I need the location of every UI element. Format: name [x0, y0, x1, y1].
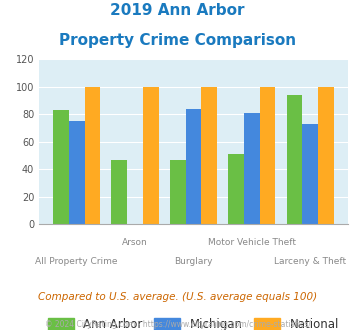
Bar: [143, 87, 159, 224]
Bar: [260, 87, 275, 224]
Text: © 2024 CityRating.com - https://www.cityrating.com/crime-statistics/: © 2024 CityRating.com - https://www.city…: [45, 320, 310, 329]
Bar: [228, 154, 244, 224]
Legend: Ann Arbor, Michigan, National: Ann Arbor, Michigan, National: [43, 313, 344, 330]
Text: Arson: Arson: [122, 238, 148, 247]
Bar: [302, 124, 318, 224]
Bar: [318, 87, 334, 224]
Bar: [84, 87, 100, 224]
Text: Larceny & Theft: Larceny & Theft: [274, 257, 346, 266]
Bar: [53, 110, 69, 224]
Text: Motor Vehicle Theft: Motor Vehicle Theft: [208, 238, 296, 247]
Text: Property Crime Comparison: Property Crime Comparison: [59, 33, 296, 48]
Bar: [170, 160, 186, 224]
Bar: [201, 87, 217, 224]
Text: Burglary: Burglary: [174, 257, 213, 266]
Bar: [244, 113, 260, 224]
Text: Compared to U.S. average. (U.S. average equals 100): Compared to U.S. average. (U.S. average …: [38, 292, 317, 302]
Bar: [69, 121, 84, 224]
Text: All Property Crime: All Property Crime: [36, 257, 118, 266]
Bar: [286, 95, 302, 224]
Bar: [111, 160, 127, 224]
Bar: [186, 109, 201, 224]
Text: 2019 Ann Arbor: 2019 Ann Arbor: [110, 3, 245, 18]
